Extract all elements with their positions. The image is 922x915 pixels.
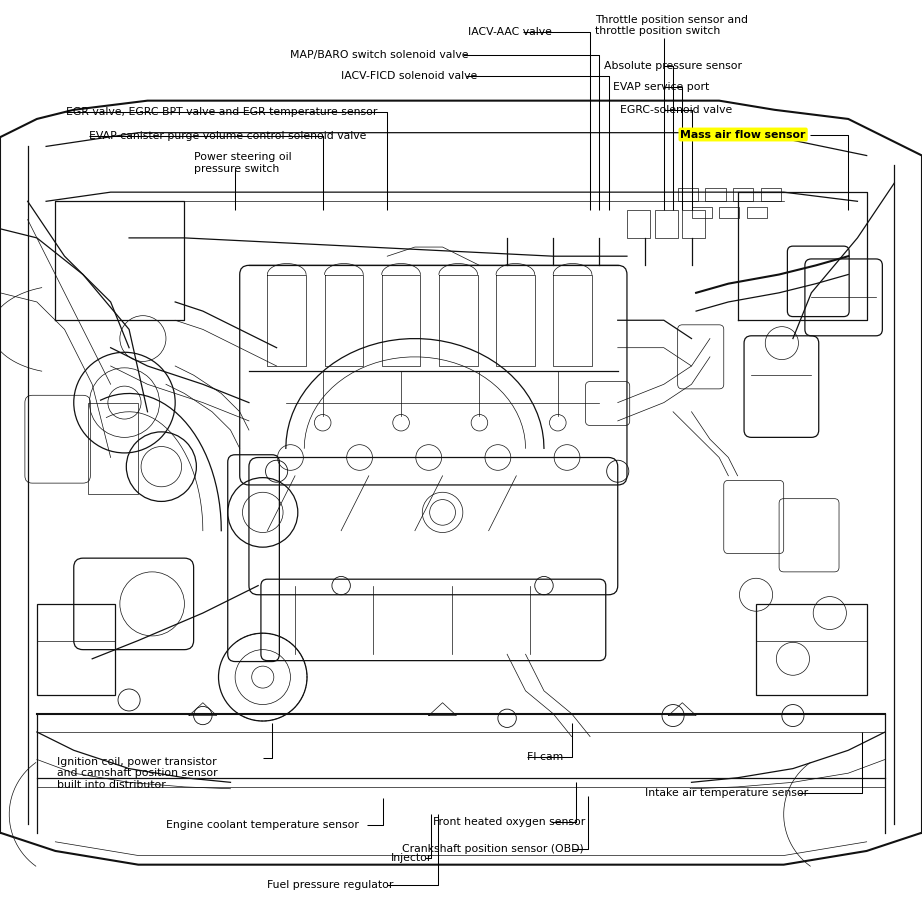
Bar (733, 188, 753, 201)
Text: Crankshaft position sensor (OBD): Crankshaft position sensor (OBD) (402, 845, 584, 854)
Text: FI cam: FI cam (527, 752, 563, 761)
Bar (756, 604, 867, 695)
Text: Ignition coil, power transistor
and camshaft position sensor
built into distribu: Ignition coil, power transistor and cams… (57, 757, 218, 790)
Text: IACV-FICD solenoid valve: IACV-FICD solenoid valve (341, 71, 478, 81)
Text: EGR valve, EGRC-BPT valve and EGR temperature sensor: EGR valve, EGRC-BPT valve and EGR temper… (66, 107, 378, 116)
Text: Intake air temperature sensor: Intake air temperature sensor (645, 789, 809, 798)
Text: Mass air flow sensor: Mass air flow sensor (680, 130, 806, 139)
Text: Injector: Injector (391, 854, 432, 863)
Bar (719, 207, 739, 218)
Text: EGRC-solenoid valve: EGRC-solenoid valve (620, 105, 732, 114)
Bar (705, 188, 726, 201)
Bar (655, 210, 678, 238)
Text: EVAP service port: EVAP service port (613, 82, 709, 92)
Bar (682, 210, 705, 238)
Bar (692, 207, 712, 218)
Text: Front heated oxygen sensor: Front heated oxygen sensor (433, 817, 585, 826)
Bar (88, 403, 138, 494)
Text: EVAP canister purge volume control solenoid valve: EVAP canister purge volume control solen… (89, 132, 366, 141)
Text: Fuel pressure regulator: Fuel pressure regulator (267, 880, 394, 889)
Text: Power steering oil
pressure switch: Power steering oil pressure switch (194, 152, 291, 174)
Bar (627, 210, 650, 238)
Bar (747, 207, 767, 218)
Bar (761, 188, 781, 201)
Text: MAP/BARO switch solenoid valve: MAP/BARO switch solenoid valve (290, 50, 469, 59)
Bar (37, 604, 115, 695)
Text: Engine coolant temperature sensor: Engine coolant temperature sensor (166, 821, 359, 830)
Bar (678, 188, 698, 201)
Text: Absolute pressure sensor: Absolute pressure sensor (604, 61, 742, 70)
Text: Throttle position sensor and
throttle position switch: Throttle position sensor and throttle po… (595, 15, 748, 37)
Text: IACV-AAC valve: IACV-AAC valve (468, 27, 552, 37)
